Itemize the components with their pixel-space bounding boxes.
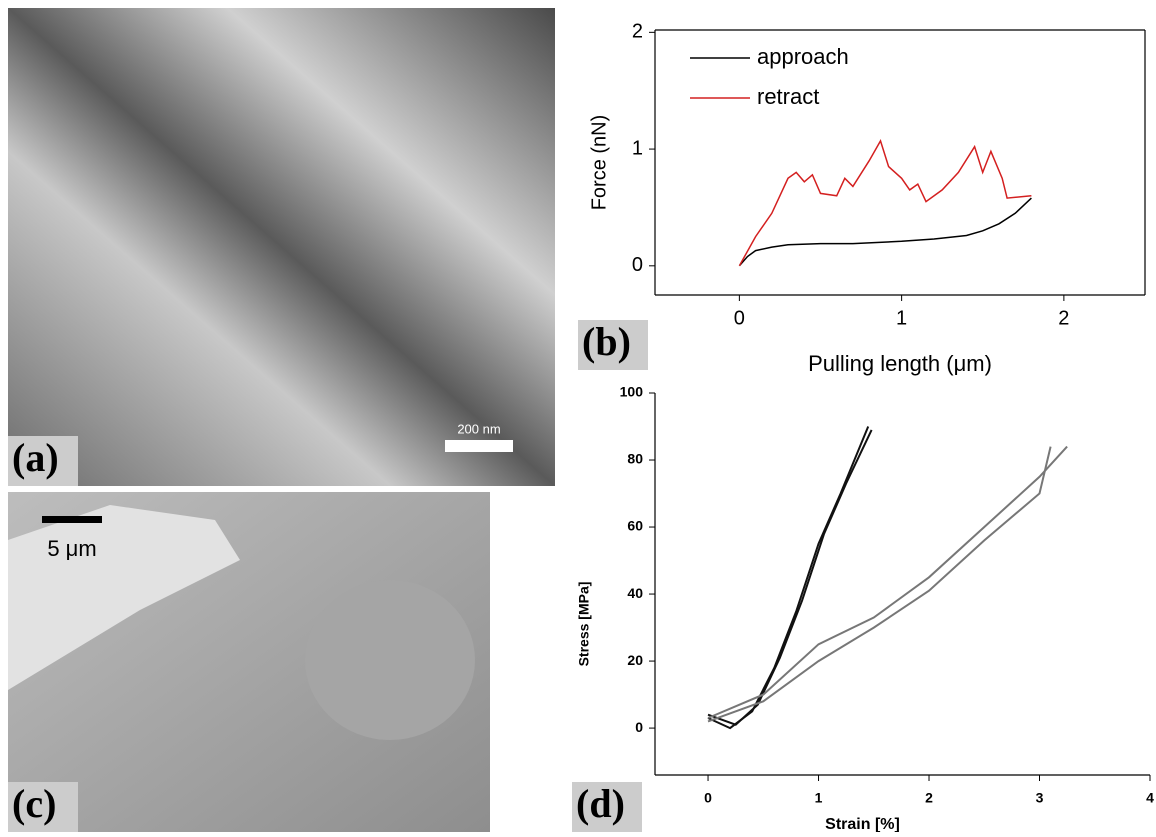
figure: 200 nm (a) 5 μm (c) 012012Pulling length… (0, 0, 1156, 832)
line (739, 141, 1031, 266)
y-axis-label: Force (nN) (588, 115, 610, 211)
y-tick-label: 40 (627, 585, 643, 601)
y-tick-label: 80 (627, 451, 643, 467)
panel-label: (c) (12, 781, 56, 826)
panel-a: 200 nm (a) (8, 8, 555, 486)
x-tick-label: 0 (734, 307, 745, 329)
scale-bar-label: 200 nm (457, 421, 500, 436)
line (708, 430, 872, 725)
panel-c: 5 μm (c) (8, 492, 490, 832)
legend-label: approach (757, 44, 849, 69)
x-axis-label: Strain [%] (825, 816, 900, 832)
panel-label: (b) (582, 319, 631, 364)
micrograph (8, 8, 555, 486)
line (708, 447, 1067, 718)
panel-label: (a) (12, 435, 59, 480)
x-tick-label: 2 (1058, 307, 1069, 329)
scale-bar-label: 5 μm (47, 536, 96, 561)
x-tick-label: 2 (925, 790, 933, 806)
line (708, 447, 1051, 722)
x-tick-label: 4 (1146, 790, 1154, 806)
y-tick-label: 2 (632, 21, 643, 43)
x-tick-label: 3 (1036, 790, 1044, 806)
x-tick-label: 1 (815, 790, 823, 806)
x-axis-label: Pulling length (μm) (808, 351, 992, 376)
scale-bar (445, 440, 513, 452)
legend-label: retract (757, 84, 819, 109)
y-tick-label: 0 (632, 254, 643, 276)
x-tick-label: 0 (704, 790, 712, 806)
panel-label: (d) (576, 781, 625, 826)
scale-bar (42, 516, 102, 523)
y-tick-label: 100 (620, 384, 644, 400)
y-tick-label: 20 (627, 652, 643, 668)
y-tick-label: 0 (635, 719, 643, 735)
line (739, 198, 1031, 266)
y-tick-label: 60 (627, 518, 643, 534)
cell (305, 580, 475, 740)
x-tick-label: 1 (896, 307, 907, 329)
y-tick-label: 1 (632, 137, 643, 159)
y-axis-label: Stress [MPa] (576, 582, 592, 667)
